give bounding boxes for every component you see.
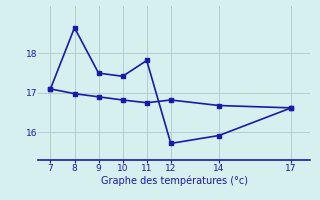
X-axis label: Graphe des températures (°c): Graphe des températures (°c) [101,176,248,186]
